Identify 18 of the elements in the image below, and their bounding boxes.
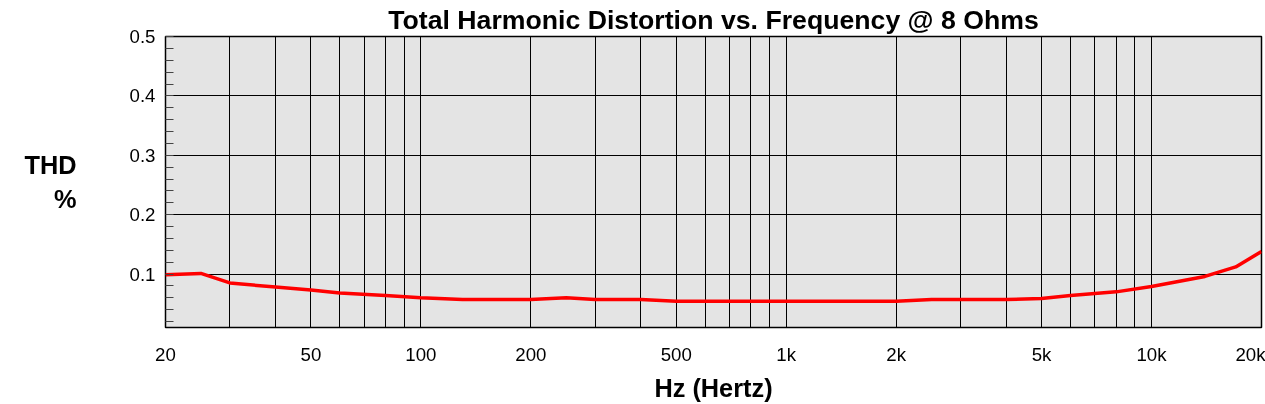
y-axis-title: THD % — [24, 151, 77, 213]
x-tick-label: 10k — [1136, 343, 1168, 365]
y-tick-label: 0.1 — [129, 263, 156, 285]
x-tick-label: 5k — [1031, 343, 1053, 365]
x-tick-label: 20k — [1235, 343, 1265, 365]
chart-title: Total Harmonic Distortion vs. Frequency @ 8 Ohms — [388, 4, 1039, 35]
x-tick-label: 50 — [300, 343, 322, 365]
y-tick-label: 0.5 — [129, 26, 156, 47]
x-axis-title: Hz (Hertz) — [654, 373, 773, 402]
x-tick-label: 2k — [886, 343, 907, 365]
y-tick-label: 0.3 — [129, 144, 156, 166]
x-tick-label: 100 — [405, 343, 437, 365]
y-tick-label: 0.4 — [129, 85, 156, 107]
x-tick-label: 1k — [776, 343, 797, 365]
y-tick-label: 0.2 — [129, 204, 156, 226]
x-tick-label: 20 — [155, 343, 176, 365]
x-tick-label: 200 — [515, 343, 547, 365]
x-tick-label: 500 — [660, 343, 692, 365]
